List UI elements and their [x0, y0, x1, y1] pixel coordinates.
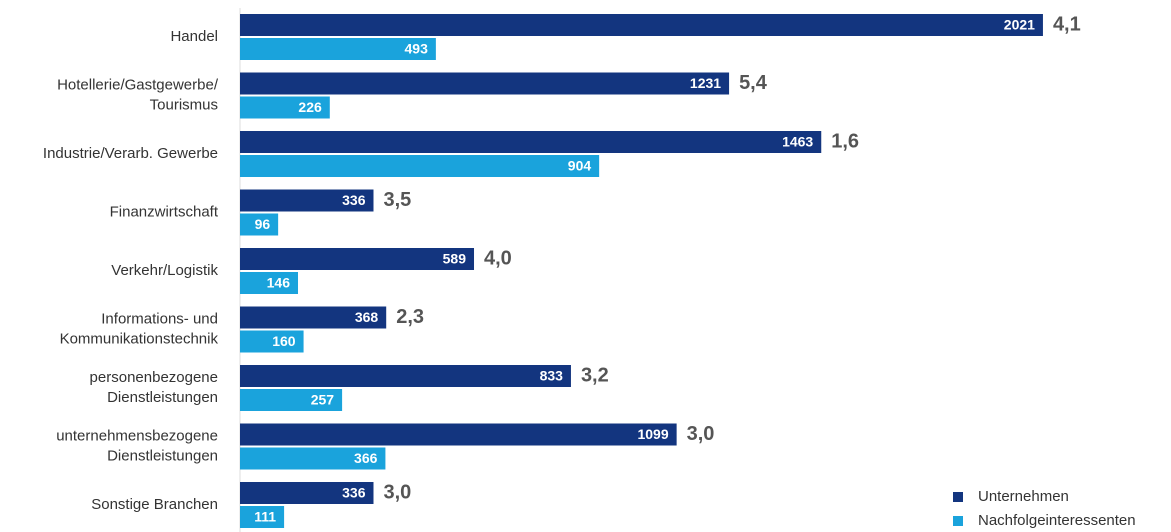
value-label: 904: [568, 158, 592, 174]
bar: [240, 423, 677, 446]
bar: [240, 272, 299, 294]
ratio-label: 5,4: [739, 72, 768, 94]
ratio-label: 1,6: [831, 130, 859, 152]
legend-label: Nachfolgeinteressenten: [978, 512, 1136, 529]
legend-label: Unternehmen: [978, 488, 1069, 505]
category-label: Hotellerie/Gastgewerbe/: [57, 76, 219, 93]
bar: [240, 189, 374, 212]
category-label: Verkehr/Logistik: [111, 262, 218, 279]
bar: [240, 365, 571, 387]
legend-swatch: [953, 492, 963, 502]
category-label: Dienstleistungen: [107, 447, 218, 464]
value-label: 833: [540, 368, 564, 384]
category-label: unternehmensbezogene: [56, 427, 218, 444]
ratio-label: 3,0: [687, 423, 715, 445]
value-label: 2021: [1004, 17, 1035, 33]
category-label: Informations- und: [101, 310, 218, 327]
category-label: Dienstleistungen: [107, 389, 218, 406]
bar: [240, 155, 600, 177]
ratio-label: 3,5: [383, 189, 411, 211]
ratio-label: 4,1: [1053, 13, 1081, 35]
category-label: Kommunikationstechnik: [60, 330, 219, 347]
value-label: 368: [355, 309, 379, 325]
bar: [240, 389, 343, 411]
ratio-label: 4,0: [484, 247, 512, 269]
value-label: 493: [405, 41, 429, 57]
bar: [240, 96, 330, 119]
bar: [240, 506, 285, 528]
category-label: Industrie/Verarb. Gewerbe: [43, 145, 218, 162]
ratio-label: 2,3: [396, 306, 424, 328]
bar: [240, 330, 304, 353]
bar: [240, 213, 279, 236]
category-label: Tourismus: [150, 96, 218, 113]
ratio-label: 3,2: [581, 364, 609, 386]
bar: [240, 131, 822, 153]
bar: [240, 248, 475, 270]
category-label: Sonstige Branchen: [91, 496, 218, 513]
value-label: 366: [354, 450, 378, 466]
value-label: 146: [267, 275, 291, 291]
category-label: Handel: [170, 28, 218, 45]
legend-swatch: [953, 516, 963, 526]
category-label: Finanzwirtschaft: [110, 203, 219, 220]
value-label: 589: [443, 251, 467, 267]
bar: [240, 306, 387, 329]
value-label: 336: [342, 192, 366, 208]
bar: [240, 14, 1043, 36]
category-label: personenbezogene: [90, 369, 218, 386]
value-label: 336: [342, 485, 366, 501]
value-label: 257: [311, 392, 335, 408]
value-label: 226: [298, 99, 322, 115]
value-label: 96: [255, 216, 271, 232]
value-label: 160: [272, 333, 296, 349]
bar: [240, 38, 436, 60]
value-label: 1463: [782, 134, 813, 150]
value-label: 1231: [690, 75, 721, 91]
value-label: 111: [254, 509, 276, 525]
bar: [240, 72, 730, 95]
bar: [240, 447, 386, 470]
value-label: 1099: [637, 426, 668, 442]
bar: [240, 482, 374, 504]
ratio-label: 3,0: [383, 481, 411, 503]
